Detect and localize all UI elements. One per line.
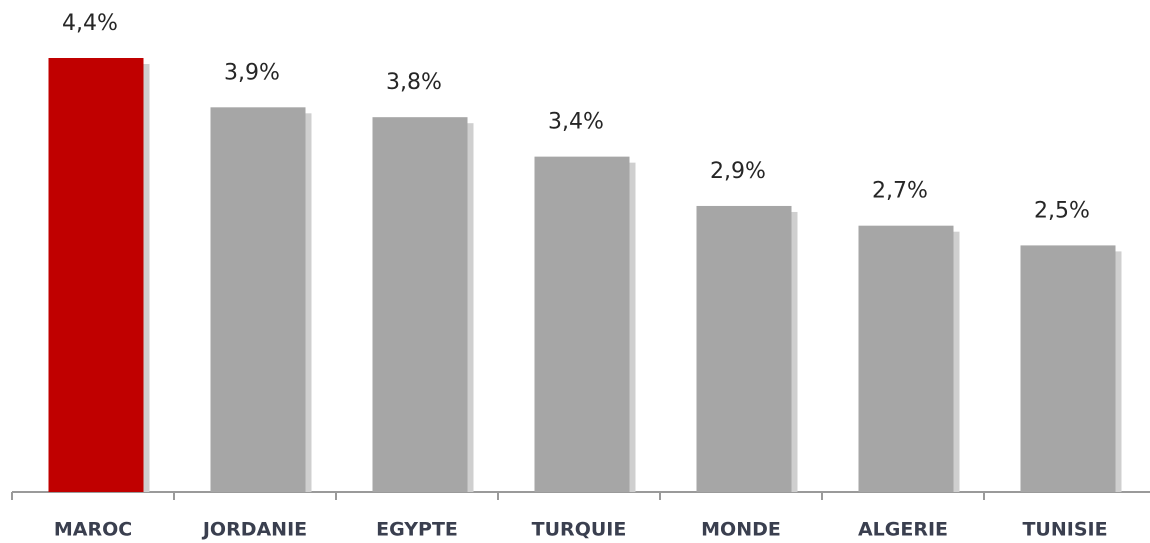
x-tick-label: MAROC [54, 519, 132, 541]
value-label: 4,4% [62, 11, 118, 36]
x-tick-label: MONDE [701, 519, 781, 541]
value-label: 2,7% [872, 179, 928, 204]
bar [858, 225, 954, 492]
bar [210, 107, 306, 493]
value-label: 3,9% [224, 60, 280, 85]
x-tick-label: TUNISIE [1022, 519, 1107, 541]
value-label: 2,9% [710, 159, 766, 184]
bar [534, 156, 630, 493]
bar [48, 58, 144, 492]
x-tick-label: TURQUIE [532, 519, 627, 541]
x-tick-label: EGYPTE [376, 519, 458, 541]
bar [1020, 245, 1116, 492]
value-label: 3,4% [548, 110, 604, 135]
value-label: 3,8% [386, 70, 442, 95]
bar [696, 205, 792, 493]
x-tick-label: ALGERIE [858, 519, 948, 541]
bar [372, 117, 468, 492]
value-label: 2,5% [1034, 198, 1090, 223]
x-tick-label: JORDANIE [201, 519, 307, 541]
